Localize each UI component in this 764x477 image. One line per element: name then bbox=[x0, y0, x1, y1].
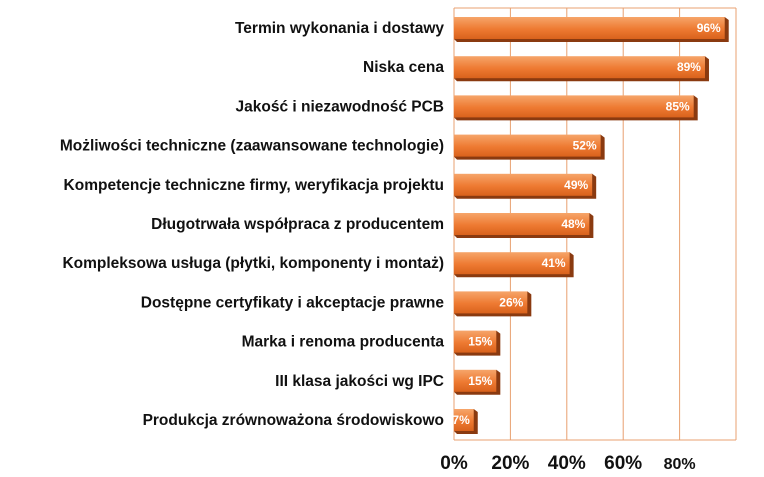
x-tick-label: 60% bbox=[604, 453, 642, 474]
bars: 96% 89% 85% 52% 49% 48% 41% 26% 15% 15% 7% bbox=[452, 17, 729, 434]
value-label: 26% bbox=[499, 295, 523, 309]
x-tick-label: 20% bbox=[491, 453, 529, 474]
value-label: 48% bbox=[561, 217, 585, 231]
x-tick-label: 0% bbox=[440, 453, 468, 474]
value-label: 15% bbox=[468, 374, 492, 388]
x-tick-label: 40% bbox=[548, 453, 586, 474]
category-label: Kompleksowa usługa (płytki, komponenty i… bbox=[62, 255, 444, 272]
bar bbox=[454, 330, 497, 353]
bar bbox=[454, 213, 590, 235]
category-label: Kompetencje techniczne firmy, weryfikacj… bbox=[64, 177, 444, 194]
category-label: Dostępne certyfikaty i akceptacje prawne bbox=[141, 294, 445, 311]
value-label: 96% bbox=[697, 21, 721, 35]
bar bbox=[454, 409, 474, 431]
x-axis-ticks: 0% 20% 40% 60% 80% bbox=[440, 453, 695, 474]
value-label: 7% bbox=[452, 413, 470, 427]
category-label: III klasa jakości wg IPC bbox=[275, 373, 444, 390]
bar bbox=[454, 252, 570, 275]
bar bbox=[454, 95, 694, 118]
value-label: 52% bbox=[573, 139, 597, 153]
category-label: Długotrwała współpraca z producentem bbox=[151, 216, 444, 233]
value-label: 15% bbox=[468, 335, 492, 349]
category-label: Możliwości techniczne (zaawansowane tech… bbox=[60, 138, 444, 155]
category-labels: Termin wykonania i dostawy Niska cena Jako… bbox=[60, 20, 445, 429]
category-label: Jakość i niezawodność PCB bbox=[236, 98, 444, 115]
bar bbox=[454, 56, 705, 79]
bar bbox=[454, 369, 497, 392]
category-label: Termin wykonania i dostawy bbox=[235, 20, 444, 37]
value-label: 89% bbox=[677, 60, 701, 74]
value-label: 49% bbox=[564, 178, 588, 192]
x-tick-label: 80% bbox=[664, 456, 696, 473]
value-label: 85% bbox=[666, 99, 690, 113]
bar bbox=[454, 173, 593, 196]
bar bbox=[454, 134, 601, 157]
bar bbox=[454, 17, 725, 39]
value-label: 41% bbox=[542, 256, 566, 270]
category-label: Niska cena bbox=[363, 59, 444, 76]
bar bbox=[454, 291, 528, 314]
category-label: Marka i renoma producenta bbox=[242, 334, 445, 351]
category-label: Produkcja zrównoważona środowiskowo bbox=[143, 412, 444, 429]
